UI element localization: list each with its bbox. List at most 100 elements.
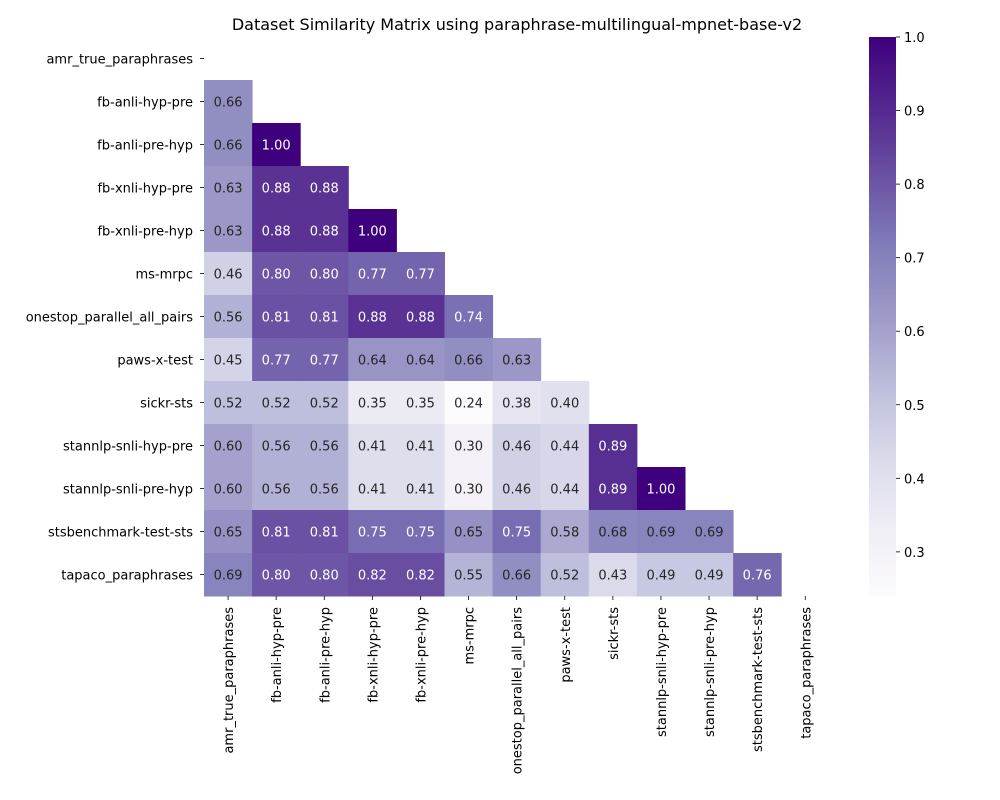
heatmap-cell (252, 553, 301, 597)
heatmap-cell (396, 252, 445, 296)
heatmap-cell (204, 166, 253, 210)
cell-value-label: 1.00 (646, 483, 675, 498)
heatmap-cell (348, 467, 397, 511)
cell-value-label: 0.66 (502, 569, 531, 584)
heatmap-cell (348, 295, 397, 339)
heatmap-cell (492, 467, 542, 511)
cell-value-label: 0.80 (310, 569, 339, 584)
cell-value-label: 0.77 (406, 268, 435, 283)
heatmap-cell (636, 467, 686, 511)
heatmap-cell (685, 553, 734, 597)
heatmap-cell (300, 166, 349, 210)
colorbar-gradient (869, 37, 896, 596)
cell-value-label: 0.80 (310, 268, 339, 283)
cell-value-label: 0.63 (214, 182, 243, 197)
cell-value-label: 0.46 (214, 268, 243, 283)
heatmap-cell (540, 510, 590, 554)
heatmap-cell (252, 166, 301, 210)
cell-value-label: 0.30 (454, 440, 483, 455)
cell-value-label: 0.40 (550, 397, 579, 412)
cell-value-label: 0.88 (358, 311, 387, 326)
colorbar-tick-label: 0.9 (904, 105, 925, 120)
heatmap-cell (252, 424, 301, 468)
cell-value-label: 0.75 (406, 526, 435, 541)
heatmap-cell (685, 510, 734, 554)
y-tick-label: fb-anli-hyp-pre (97, 96, 193, 111)
y-tick-label: fb-anli-pre-hyp (97, 139, 193, 154)
colorbar-tick-label: 0.8 (904, 178, 925, 193)
cell-value-label: 0.74 (454, 311, 483, 326)
heatmap-cell (300, 381, 349, 425)
cell-value-label: 0.44 (550, 440, 579, 455)
heatmap-cell (252, 295, 301, 339)
cell-value-label: 0.81 (262, 311, 291, 326)
heatmap-cell (204, 553, 253, 597)
cell-value-label: 0.49 (695, 569, 724, 584)
colorbar-tick-label: 0.6 (904, 325, 925, 340)
heatmap-cell (204, 209, 253, 253)
cell-value-label: 0.66 (214, 96, 243, 111)
heatmap-cell (444, 510, 494, 554)
cell-value-label: 0.69 (695, 526, 724, 541)
y-tick-label: fb-xnli-hyp-pre (97, 182, 193, 197)
cell-value-label: 0.35 (406, 397, 435, 412)
heatmap-cell (300, 252, 349, 296)
cell-value-label: 0.43 (598, 569, 627, 584)
cell-value-label: 1.00 (358, 225, 387, 240)
cell-value-label: 0.38 (502, 397, 531, 412)
heatmap-cell (252, 381, 301, 425)
heatmap-cell (492, 510, 542, 554)
heatmap-cell (348, 553, 397, 597)
heatmap-cell (348, 252, 397, 296)
heatmap-cell (348, 510, 397, 554)
x-tick-label: stannlp-snli-pre-hyp (703, 607, 718, 737)
heatmap-cell (444, 467, 494, 511)
heatmap-cell (300, 467, 349, 511)
heatmap-cell (588, 467, 638, 511)
cell-value-label: 0.77 (262, 354, 291, 369)
y-tick-label: ms-mrpc (135, 268, 193, 283)
heatmap-cell (300, 338, 349, 382)
cell-value-label: 0.69 (214, 569, 243, 584)
cell-value-label: 0.41 (406, 483, 435, 498)
cell-value-label: 0.60 (214, 440, 243, 455)
heatmap-cell (540, 381, 590, 425)
heatmap-cell (204, 510, 253, 554)
heatmap-cell (252, 338, 301, 382)
heatmap-cell (540, 467, 590, 511)
heatmap-cell (300, 209, 349, 253)
heatmap-cell (252, 252, 301, 296)
cell-value-label: 0.64 (406, 354, 435, 369)
x-tick-label: stannlp-snli-hyp-pre (655, 607, 670, 737)
cell-value-label: 0.75 (358, 526, 387, 541)
y-tick-label: onestop_parallel_all_pairs (26, 311, 193, 326)
cell-value-label: 0.46 (502, 440, 531, 455)
heatmap-cell (396, 553, 445, 597)
cell-value-label: 0.82 (406, 569, 435, 584)
heatmap-cell (636, 553, 686, 597)
x-axis-ticks: amr_true_paraphrases fb-anli-hyp-pre fb-an… (222, 596, 814, 774)
x-tick-label: fb-anli-hyp-pre (270, 607, 285, 703)
cell-value-label: 0.82 (358, 569, 387, 584)
cell-value-label: 0.30 (454, 483, 483, 498)
heatmap-cell (204, 123, 253, 167)
heatmap-cell (300, 295, 349, 339)
heatmap-cell (252, 209, 301, 253)
colorbar-tick-label: 1.0 (904, 31, 925, 46)
x-tick-label: tapaco_paraphrases (799, 607, 814, 739)
cell-value-label: 0.77 (358, 268, 387, 283)
cell-value-label: 0.46 (502, 483, 531, 498)
cell-value-label: 0.49 (646, 569, 675, 584)
cell-value-label: 0.41 (358, 440, 387, 455)
cell-value-label: 0.41 (406, 440, 435, 455)
cell-value-label: 0.69 (646, 526, 675, 541)
x-tick-label: sickr-sts (607, 607, 622, 660)
heatmap-cell (540, 553, 590, 597)
heatmap-cell (348, 381, 397, 425)
chart-title: Dataset Similarity Matrix using paraphra… (232, 15, 802, 34)
heatmap-cell (588, 553, 638, 597)
colorbar-tick-label: 0.3 (904, 546, 925, 561)
cell-value-label: 0.81 (310, 311, 339, 326)
heatmap-cell (204, 252, 253, 296)
